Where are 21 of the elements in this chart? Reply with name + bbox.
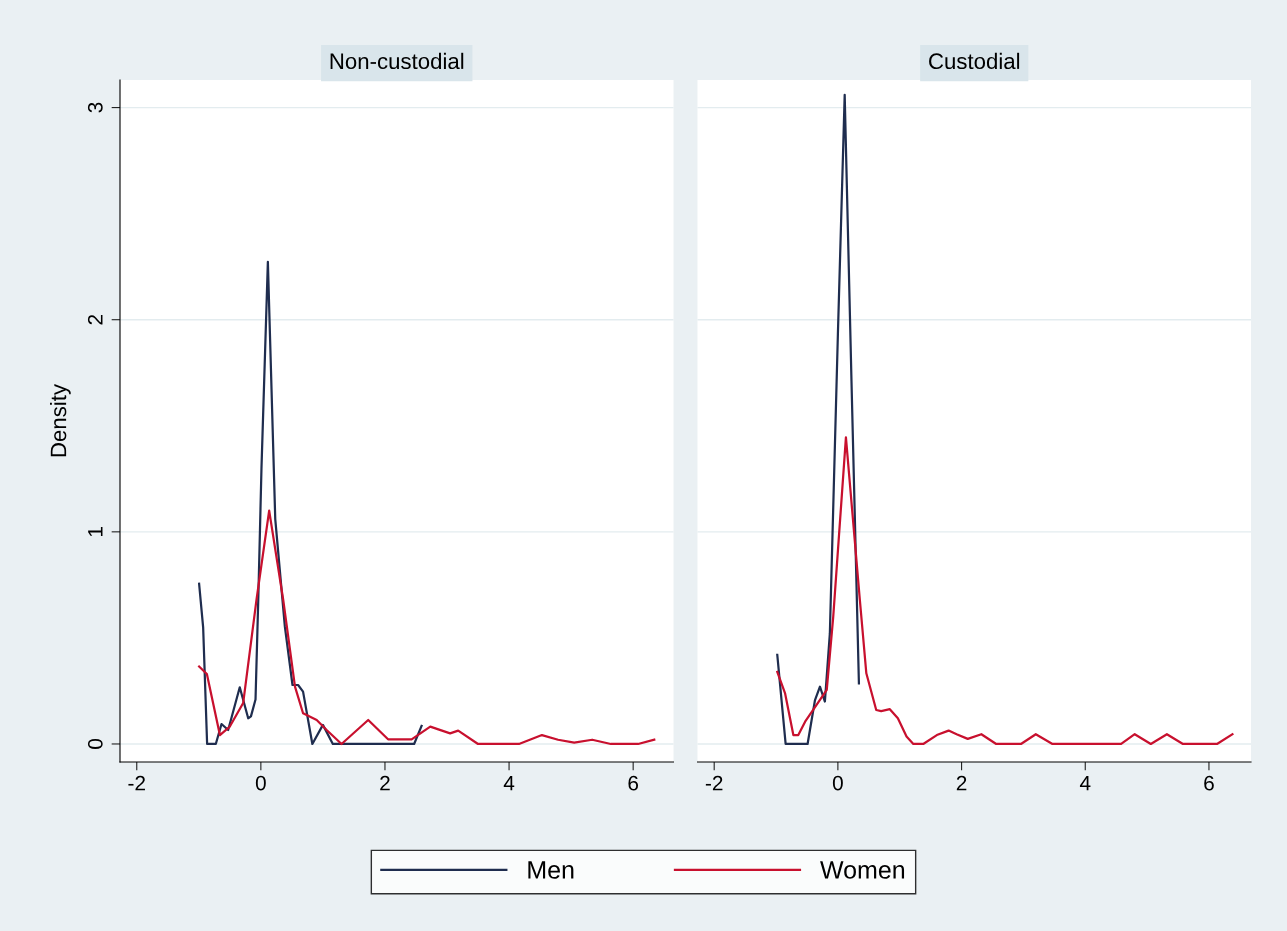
x-tick-label: 4 [503, 775, 515, 791]
x-tick-label: 6 [1204, 775, 1214, 791]
x-tick-label: 4 [1079, 775, 1091, 791]
y-axis-title: Density [50, 383, 71, 457]
y-tick-label: 0 [87, 738, 103, 749]
x-tick-label: -2 [705, 775, 723, 791]
legend-label: Men [528, 861, 574, 879]
x-tick-label: 0 [255, 775, 266, 791]
x-tick-label: 0 [832, 775, 843, 791]
x-tick-label: 2 [380, 775, 390, 791]
line-series [198, 260, 423, 746]
x-tick-label: 2 [956, 775, 967, 791]
legend-label: Women [820, 861, 905, 879]
y-tick-label: 3 [87, 102, 103, 113]
x-tick-label: -2 [128, 775, 145, 791]
chart-title: Non-custodial [330, 52, 464, 70]
line-series [198, 509, 656, 746]
x-tick-label: 6 [628, 775, 639, 791]
y-tick-label: 1 [88, 527, 103, 537]
y-tick-label: 2 [87, 314, 103, 325]
chart-title: Custodial [929, 52, 1020, 70]
